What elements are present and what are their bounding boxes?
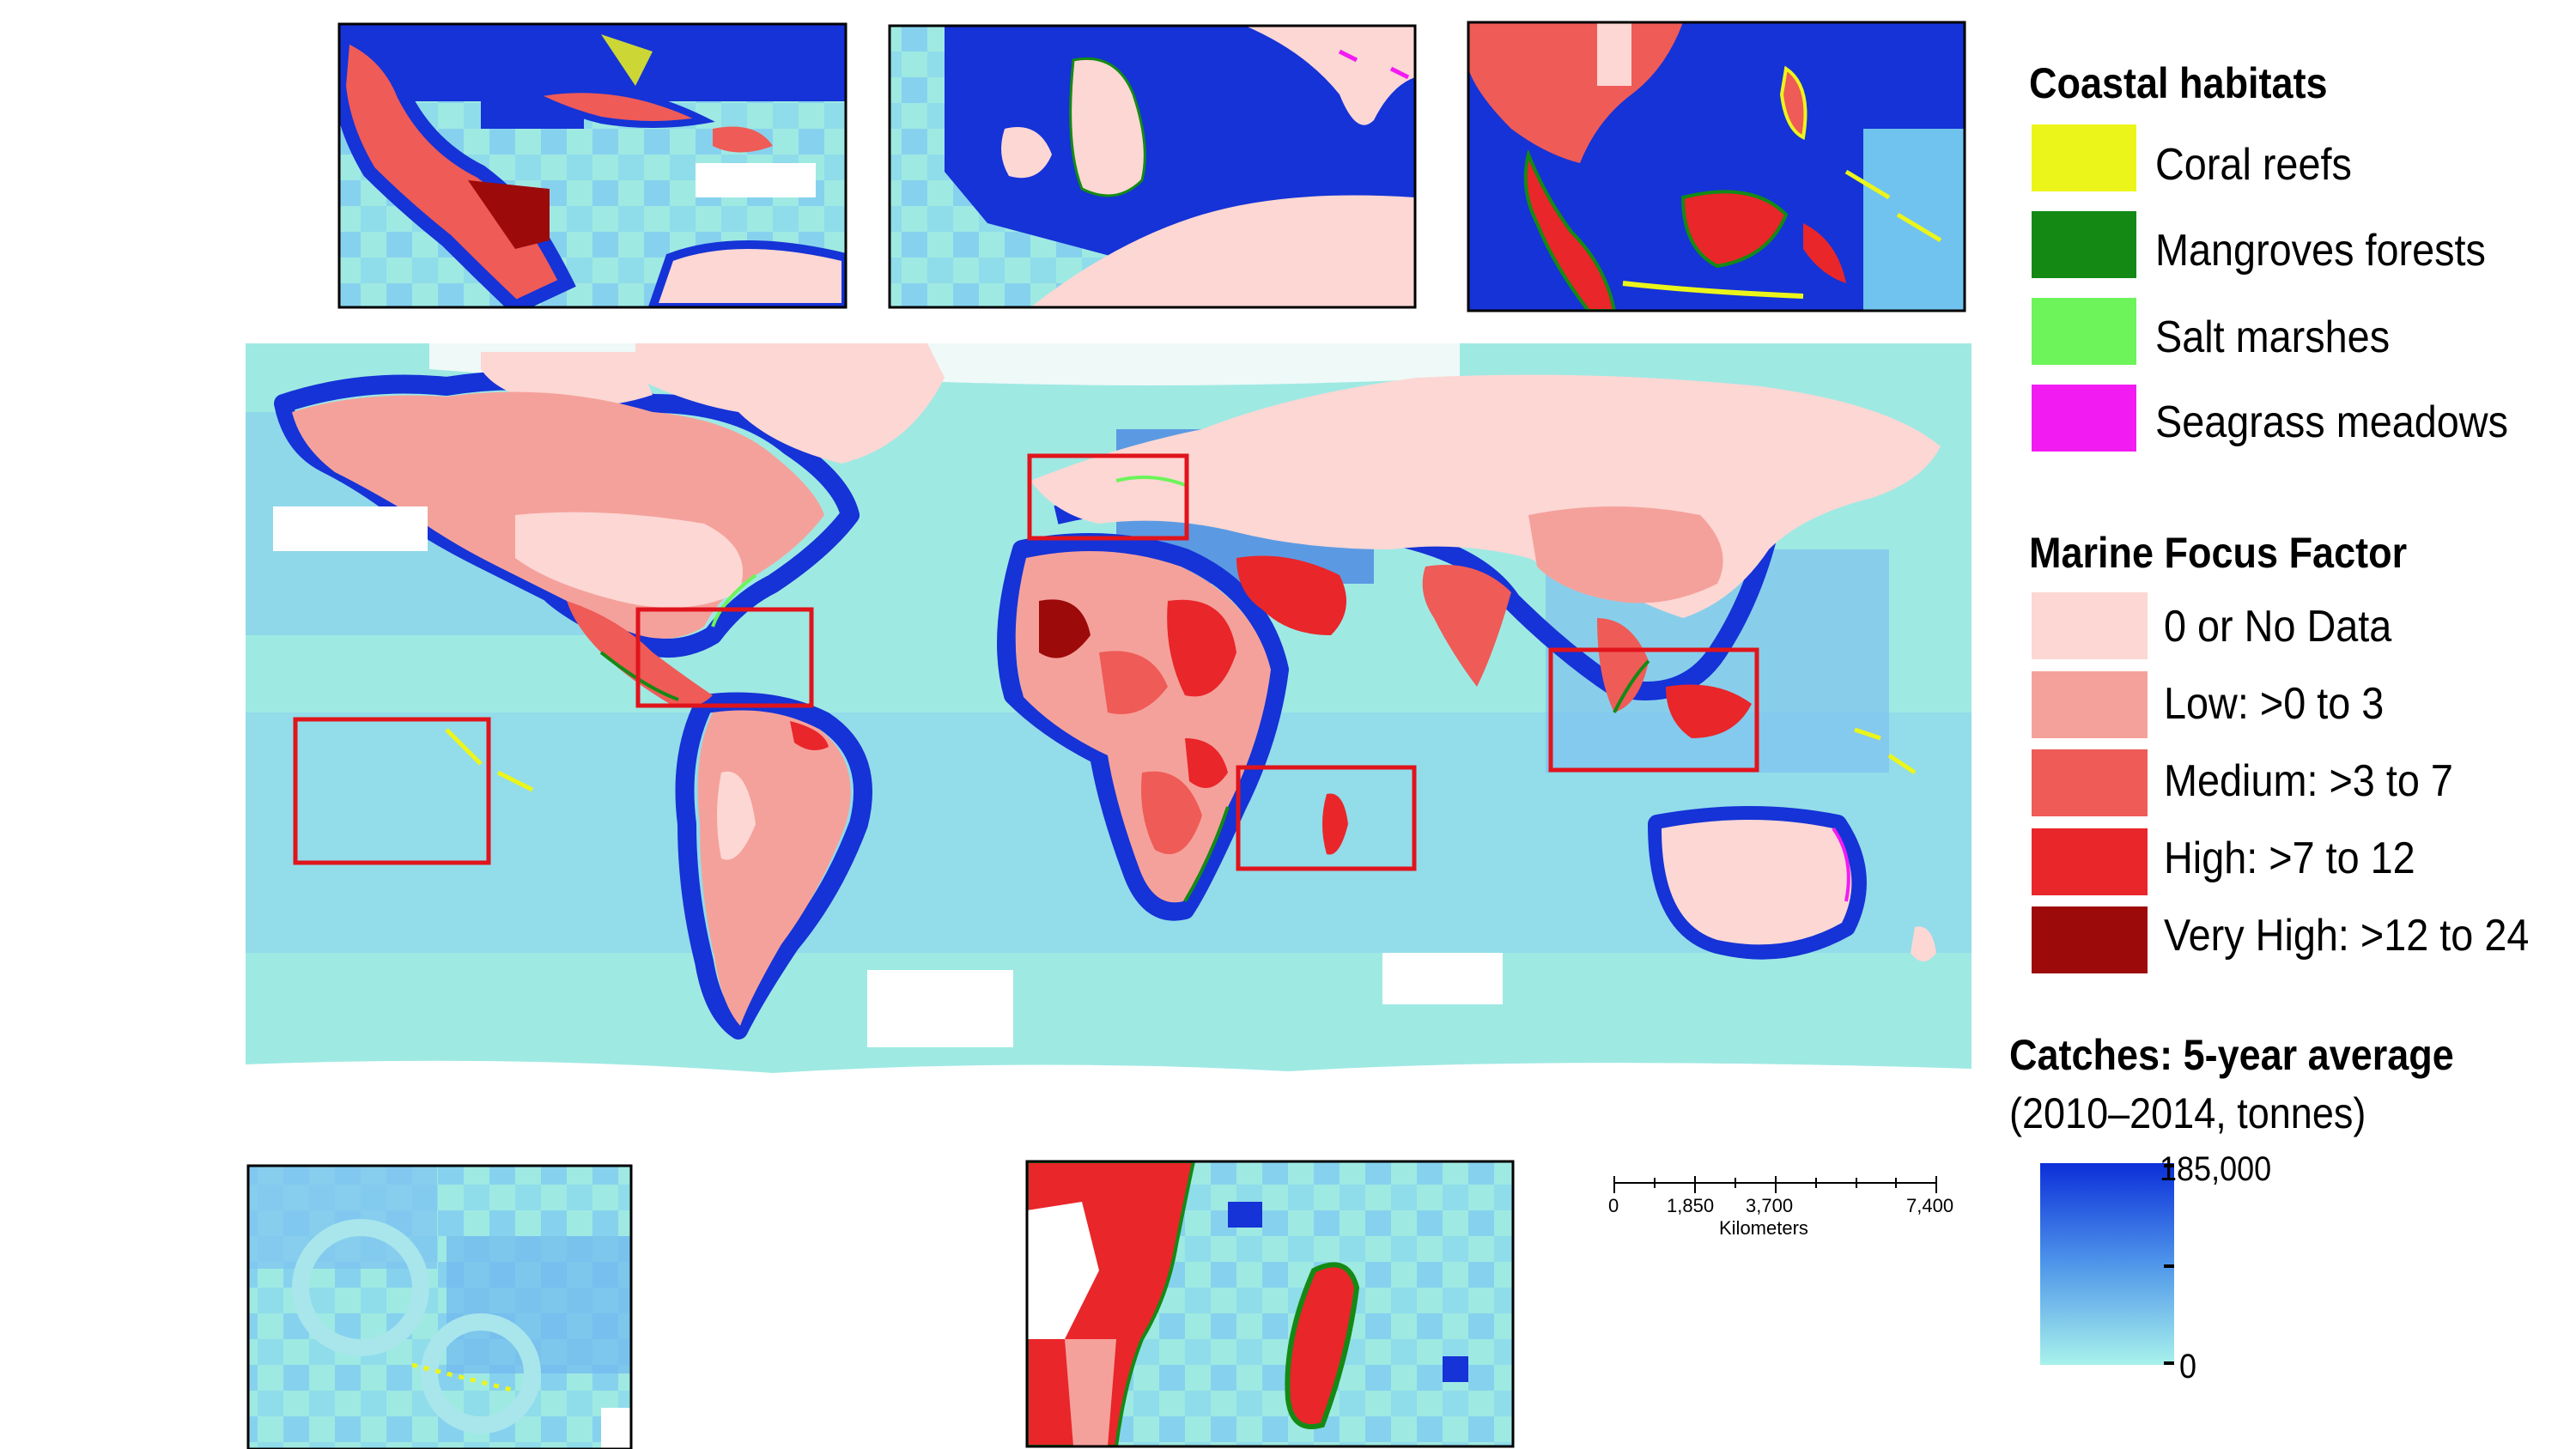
coastal-habitats-title: Coastal habitats bbox=[2029, 59, 2328, 107]
pacific-islands-inset bbox=[248, 1166, 631, 1449]
caribbean-inset bbox=[339, 24, 846, 307]
highlight-box-british-isles bbox=[1027, 453, 1189, 541]
mff-medium-swatch bbox=[2032, 749, 2148, 816]
scale-tick-7400: 7,400 bbox=[1906, 1195, 1954, 1216]
mangroves-swatch bbox=[2032, 211, 2136, 278]
highlight-box-pacific bbox=[293, 717, 491, 865]
mff-high-swatch bbox=[2032, 828, 2148, 895]
coastal-habitat-marks bbox=[445, 476, 1917, 903]
seagrass-label: Seagrass meadows bbox=[2155, 397, 2509, 447]
coral-reefs-label: Coral reefs bbox=[2155, 140, 2352, 190]
pacific-islands-inset-frame bbox=[246, 1164, 633, 1449]
coral-reefs-swatch bbox=[2032, 124, 2136, 191]
catches-title: Catches: 5-year average bbox=[2009, 1031, 2454, 1079]
catches-gradient-bar bbox=[2040, 1163, 2174, 1365]
highlight-box-mozambique bbox=[1236, 765, 1417, 871]
highlight-boxes bbox=[293, 453, 1759, 871]
highlight-box-caribbean bbox=[635, 607, 814, 708]
mff-medium-label: Medium: >3 to 7 bbox=[2164, 756, 2453, 806]
mff-very-high-swatch bbox=[2032, 906, 2148, 973]
scale-tick-0: 0 bbox=[1608, 1195, 1619, 1216]
land-masses bbox=[273, 343, 1941, 1047]
mff-low-swatch bbox=[2032, 671, 2148, 738]
mangroves-label: Mangroves forests bbox=[2155, 226, 2486, 276]
british-isles-inset bbox=[890, 26, 1415, 307]
mff-no-data-swatch bbox=[2032, 592, 2148, 659]
scale-unit-label: Kilometers bbox=[1719, 1217, 1808, 1239]
catches-max-label: 185,000 bbox=[2160, 1150, 2272, 1188]
scale-tick-1850: 1,850 bbox=[1667, 1195, 1715, 1216]
scale-bar bbox=[1613, 1176, 1937, 1193]
scale-tick-3700: 3,700 bbox=[1746, 1195, 1794, 1216]
southeast-asia-inset bbox=[1468, 22, 1965, 311]
world-map bbox=[246, 343, 1971, 1142]
marine-focus-factor-title: Marine Focus Factor bbox=[2029, 529, 2408, 577]
highlight-box-southeast-asia bbox=[1548, 647, 1759, 773]
mff-low-label: Low: >0 to 3 bbox=[2164, 679, 2385, 729]
mff-high-label: High: >7 to 12 bbox=[2164, 834, 2415, 883]
mozambique-madagascar-inset-frame bbox=[1025, 1160, 1515, 1448]
caribbean-inset-frame bbox=[337, 22, 848, 309]
british-isles-inset-frame bbox=[888, 24, 1417, 309]
seagrass-swatch bbox=[2032, 385, 2136, 452]
mff-very-high-label: Very High: >12 to 24 bbox=[2164, 911, 2530, 961]
catches-subtitle: (2010–2014, tonnes) bbox=[2009, 1089, 2366, 1137]
salt-marshes-label: Salt marshes bbox=[2155, 312, 2391, 362]
salt-marshes-swatch bbox=[2032, 298, 2136, 365]
catches-min-label: 0 bbox=[2179, 1348, 2197, 1385]
southeast-asia-inset-frame bbox=[1467, 21, 1966, 312]
mozambique-madagascar-inset bbox=[1027, 1161, 1513, 1446]
mff-no-data-label: 0 or No Data bbox=[2164, 602, 2392, 652]
